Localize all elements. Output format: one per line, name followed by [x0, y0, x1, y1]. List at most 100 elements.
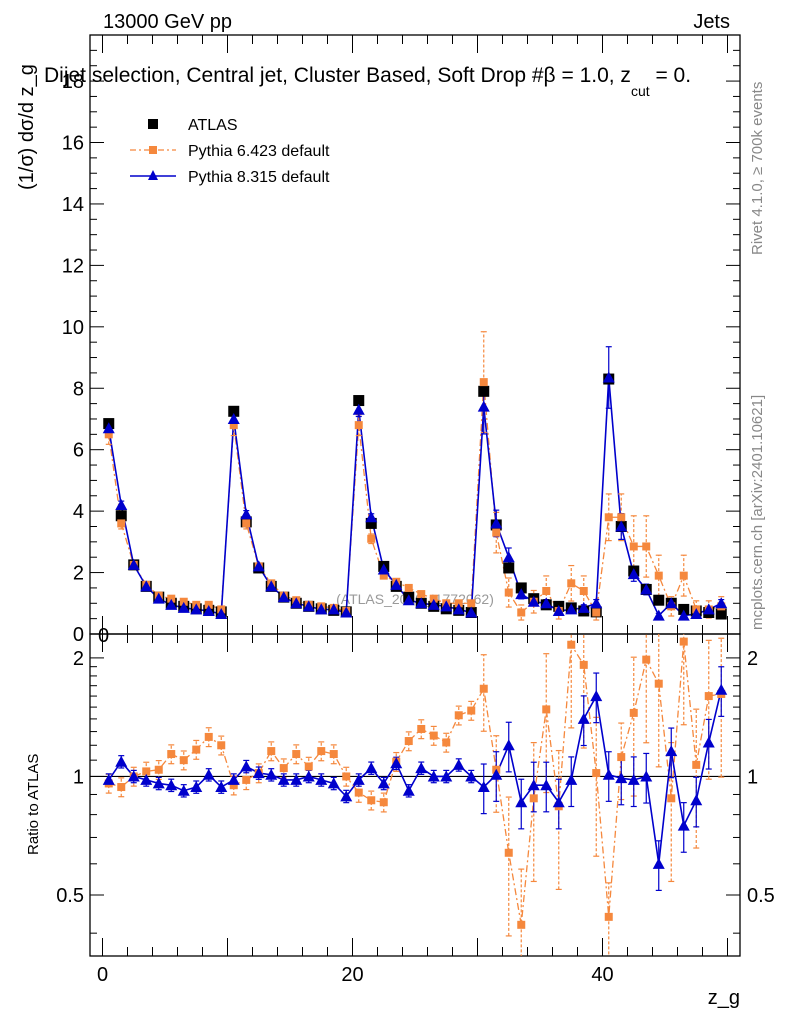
pythia8-data-point	[340, 606, 353, 618]
ratio-pythia6-point	[479, 684, 488, 693]
ratio-pythia8-point	[390, 757, 403, 769]
pythia8-data-point	[165, 598, 178, 610]
pythia8-data-point	[302, 600, 315, 612]
pythia6-data-point	[367, 534, 376, 543]
ratio-pythia8-point	[502, 739, 515, 751]
pythia8-data-point	[690, 608, 703, 620]
pythia6-data-point	[629, 542, 638, 551]
pythia6-data-point	[417, 590, 426, 599]
ratio-y-tick-label: 2	[73, 648, 84, 670]
x-tick-label: 40	[591, 964, 613, 986]
ratio-pythia6-point	[229, 781, 238, 790]
atlas-data-point	[515, 582, 527, 594]
main-y-axis-label-text: (1/σ) dσ/d z_g	[16, 64, 38, 190]
chart-title-main: Dijet selection, Central jet, Cluster Ba…	[44, 64, 631, 87]
pythia6-data-point	[167, 594, 176, 603]
x-axis-label: z_g	[708, 987, 740, 1009]
ratio-pythia8-point	[702, 736, 715, 748]
pythia8-data-point	[577, 601, 590, 613]
atlas-data-point	[115, 510, 127, 522]
ratio-pythia6-point	[579, 660, 588, 669]
ratio-pythia8-point	[590, 690, 603, 702]
pythia8-data-point	[190, 603, 203, 615]
ratio-pythia6-point	[279, 764, 288, 773]
ratio-pythia6-point	[292, 750, 301, 759]
ratio-pythia8-point	[190, 781, 203, 793]
ratio-pythia6-point	[454, 711, 463, 720]
legend-marker-pythia8	[148, 170, 158, 180]
ratio-pythia6-point	[679, 637, 688, 646]
ratio-pythia8-point	[402, 784, 415, 796]
pythia8-data-point	[427, 598, 440, 610]
pythia8-data-point	[565, 603, 578, 615]
ratio-pythia6-point	[367, 796, 376, 805]
ratio-pythia6-point	[154, 765, 163, 774]
legend-label-pythia6: Pythia 6.423 default	[188, 143, 330, 160]
ratio-pythia8-point	[615, 772, 628, 784]
rivet-version-label: Rivet 4.1.0, ≥ 700k events	[749, 82, 766, 255]
ratio-pythia6-point	[317, 747, 326, 756]
main-y-tick-label: 12	[62, 255, 84, 277]
pythia6-data-point	[229, 421, 238, 430]
ratio-pythia8-point	[215, 781, 228, 793]
atlas-data-point	[478, 385, 490, 397]
pythia8-data-point	[515, 588, 528, 600]
pythia8-data-point	[152, 592, 165, 604]
chart-title-end: = 0.	[650, 64, 691, 87]
ratio-pythia6-point	[654, 679, 663, 688]
pythia8-data-point	[452, 603, 465, 615]
atlas-data-point	[228, 405, 240, 417]
ratio-pythia6-point	[529, 794, 538, 803]
pythia8-data-point	[540, 597, 553, 609]
ratio-pythia8-point	[277, 773, 290, 785]
atlas-data-point	[715, 608, 727, 620]
pythia8-data-point	[640, 583, 653, 595]
legend-marker-pythia6	[149, 146, 157, 154]
ratio-pythia8-point	[565, 773, 578, 785]
ratio-pythia8-point	[140, 773, 153, 785]
main-y-tick-label: 18	[62, 71, 84, 93]
ratio-pythia6-point	[142, 767, 151, 776]
pythia6-data-point	[579, 586, 588, 595]
main-y-zero-label: 0	[98, 625, 109, 647]
pythia8-data-point	[590, 597, 603, 609]
ratio-pythia8-point	[640, 770, 653, 782]
pythia6-data-point	[542, 586, 551, 595]
pythia8-data-point	[677, 609, 690, 621]
ratio-pythia8-point	[527, 779, 540, 791]
pythia6-data-point	[242, 519, 251, 528]
ratio-pythia6-point	[667, 794, 676, 803]
ratio-pythia8-point	[577, 712, 590, 724]
ratio-y-tick-label-right: 2	[747, 648, 758, 670]
pythia8-data-point	[240, 508, 253, 520]
atlas-data-point	[678, 603, 690, 615]
ratio-pythia6-point	[242, 775, 251, 784]
ratio-pythia6-point	[542, 705, 551, 714]
ratio-pythia6-point	[354, 788, 363, 797]
pythia6-data-point	[492, 528, 501, 537]
main-y-tick-label: 16	[62, 133, 84, 155]
ratio-pythia8-point	[152, 777, 165, 789]
ratio-pythia8-point	[265, 768, 278, 780]
ratio-y-tick-label: 1	[73, 766, 84, 788]
main-y-tick-label: 0	[73, 624, 84, 646]
ratio-pythia6-point	[329, 750, 338, 759]
ratio-y-tick-label-right: 0.5	[747, 885, 775, 907]
pythia6-data-point	[517, 608, 526, 617]
pythia8-data-point	[715, 597, 728, 609]
ratio-pythia8-point	[327, 777, 340, 789]
pythia6-data-point	[404, 583, 413, 592]
pythia6-data-point	[104, 430, 113, 439]
pythia8-data-point	[102, 422, 115, 434]
ratio-pythia8-point	[127, 770, 140, 782]
pythia8-data-point	[390, 578, 403, 590]
ratio-pythia6-point	[417, 724, 426, 733]
ratio-pythia8-point	[365, 762, 378, 774]
ratio-pythia8-point	[240, 760, 253, 772]
ratio-pythia8-point	[627, 773, 640, 785]
pythia8-data-point	[140, 580, 153, 592]
ratio-pythia6-point	[642, 655, 651, 664]
pythia6-data-point	[179, 597, 188, 606]
ratio-plot-frame	[89, 633, 741, 957]
